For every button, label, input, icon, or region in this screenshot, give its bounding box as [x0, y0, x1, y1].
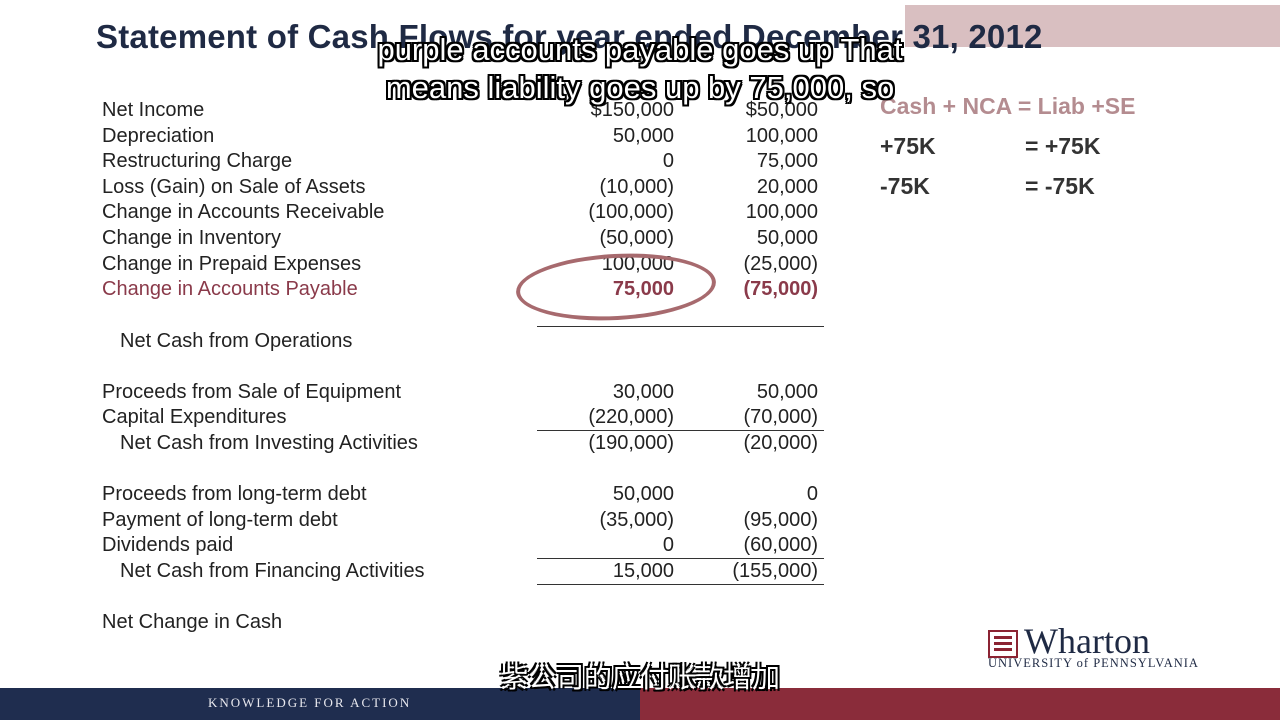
row-value-col2: (70,000) [743, 406, 819, 428]
row-proceeds-sale-equipment: Proceeds from Sale of Equipment 30,000 5… [102, 381, 822, 405]
row-prepaid-expenses: Change in Prepaid Expenses 100,000 (25,0… [102, 253, 822, 277]
row-dividends-paid: Dividends paid 0 (60,000) [102, 534, 822, 558]
accounting-equation-header: Cash + NCA = Liab +SE [880, 93, 1136, 119]
row-value-col1: 0 [662, 534, 674, 556]
row-value-col2: (25,000) [743, 253, 819, 275]
row-label: Proceeds from long-term debt [102, 483, 367, 505]
row-value-col1: 0 [662, 150, 674, 172]
row-proceeds-long-term-debt: Proceeds from long-term debt 50,000 0 [102, 483, 822, 507]
row-value-col1: (100,000) [588, 201, 674, 223]
row-label: Change in Accounts Payable [102, 278, 358, 300]
row-value-col1: (220,000) [588, 406, 674, 428]
row-value-col1: (50,000) [599, 227, 675, 249]
row-value-col1: 30,000 [612, 381, 674, 403]
footer-maroon-bar [640, 688, 1280, 720]
row-label: Depreciation [102, 125, 215, 147]
row-label: Change in Prepaid Expenses [102, 253, 362, 275]
subtitle-english-line2: means liability goes up by 75,000, so [385, 70, 895, 105]
row-label: Net Change in Cash [102, 611, 283, 633]
row-value-col2: 20,000 [756, 176, 818, 198]
logo-subtitle: UNIVERSITY of PENNSYLVANIA [988, 656, 1199, 670]
row-label: Change in Accounts Receivable [102, 201, 385, 223]
subtitle-chinese: 紫公司的应付账款增加 [499, 662, 780, 693]
row-net-change-cash: Net Change in Cash [102, 611, 822, 635]
row-label: Capital Expenditures [102, 406, 287, 428]
row-label: Change in Inventory [102, 227, 282, 249]
wharton-logo: Wharton UNIVERSITY of PENNSYLVANIA [988, 621, 1199, 672]
row-value-col1: $150,000 [590, 99, 674, 121]
row-value-col1: (190,000) [588, 432, 674, 454]
row-accounts-payable: Change in Accounts Payable 75,000 (75,00… [102, 278, 822, 302]
row-value-col2: 50,000 [756, 227, 818, 249]
row-value-col2: (75,000) [743, 278, 819, 300]
row-value-col2: (20,000) [743, 432, 819, 454]
subtitle-english-line1: purple accounts payable goes up That [377, 32, 903, 67]
row-value-col2: (60,000) [743, 534, 819, 556]
equation-row1-left: +75K [880, 133, 936, 159]
row-value-col1: 50,000 [612, 125, 674, 147]
equation-row1-right: = +75K [1025, 133, 1101, 159]
footer-tagline: KNOWLEDGE FOR ACTION [208, 695, 412, 710]
row-loss-gain-sale-assets: Loss (Gain) on Sale of Assets (10,000) 2… [102, 176, 822, 200]
row-value-col2: 100,000 [745, 125, 818, 147]
row-label: Payment of long-term debt [102, 509, 338, 531]
shield-icon [988, 630, 1018, 658]
logo-wordmark: Wharton [1024, 621, 1150, 661]
row-payment-long-term-debt: Payment of long-term debt (35,000) (95,0… [102, 509, 822, 533]
subtotal-rule-operations [537, 326, 824, 327]
row-value-col1: (10,000) [599, 176, 675, 198]
row-value-col2: (95,000) [743, 509, 819, 531]
row-capital-expenditures: Capital Expenditures (220,000) (70,000) [102, 406, 822, 430]
row-net-cash-investing: Net Cash from Investing Activities (190,… [102, 432, 822, 456]
slide-title: Statement of Cash Flows for year ended D… [96, 18, 1043, 55]
row-value-col1: 15,000 [612, 560, 674, 582]
subtotal-rule-financing [537, 558, 824, 559]
row-label: Proceeds from Sale of Equipment [102, 381, 402, 403]
row-label: Net Cash from Investing Activities [120, 432, 418, 454]
row-label: Dividends paid [102, 534, 234, 556]
row-restructuring-charge: Restructuring Charge 0 75,000 [102, 150, 822, 174]
row-value-col2: (155,000) [732, 560, 818, 582]
row-net-cash-operations: Net Cash from Operations [102, 330, 822, 354]
row-accounts-receivable: Change in Accounts Receivable (100,000) … [102, 201, 822, 225]
title-highlight-band [905, 5, 1280, 47]
footer-navy-bar [0, 688, 640, 720]
row-value-col2: $50,000 [745, 99, 818, 121]
equation-row2-left: -75K [880, 173, 930, 199]
row-value-col2: 75,000 [756, 150, 818, 172]
row-label: Net Cash from Operations [120, 330, 353, 352]
row-label: Net Cash from Financing Activities [120, 560, 425, 582]
total-rule-financing [537, 584, 824, 585]
subtotal-rule-investing [537, 430, 824, 431]
row-net-cash-financing: Net Cash from Financing Activities 15,00… [102, 560, 822, 584]
row-label: Net Income [102, 99, 205, 121]
row-value-col1: 50,000 [612, 483, 674, 505]
equation-row2-right: = -75K [1025, 173, 1095, 199]
row-value-col1: 75,000 [612, 278, 674, 300]
row-value-col2: 50,000 [756, 381, 818, 403]
row-value-col2: 0 [806, 483, 818, 505]
row-inventory: Change in Inventory (50,000) 50,000 [102, 227, 822, 251]
row-label: Restructuring Charge [102, 150, 293, 172]
row-value-col2: 100,000 [745, 201, 818, 223]
row-value-col1: 100,000 [601, 253, 674, 275]
row-value-col1: (35,000) [599, 509, 675, 531]
row-net-income: Net Income $150,000 $50,000 [102, 99, 822, 123]
row-depreciation: Depreciation 50,000 100,000 [102, 125, 822, 149]
row-label: Loss (Gain) on Sale of Assets [102, 176, 366, 198]
